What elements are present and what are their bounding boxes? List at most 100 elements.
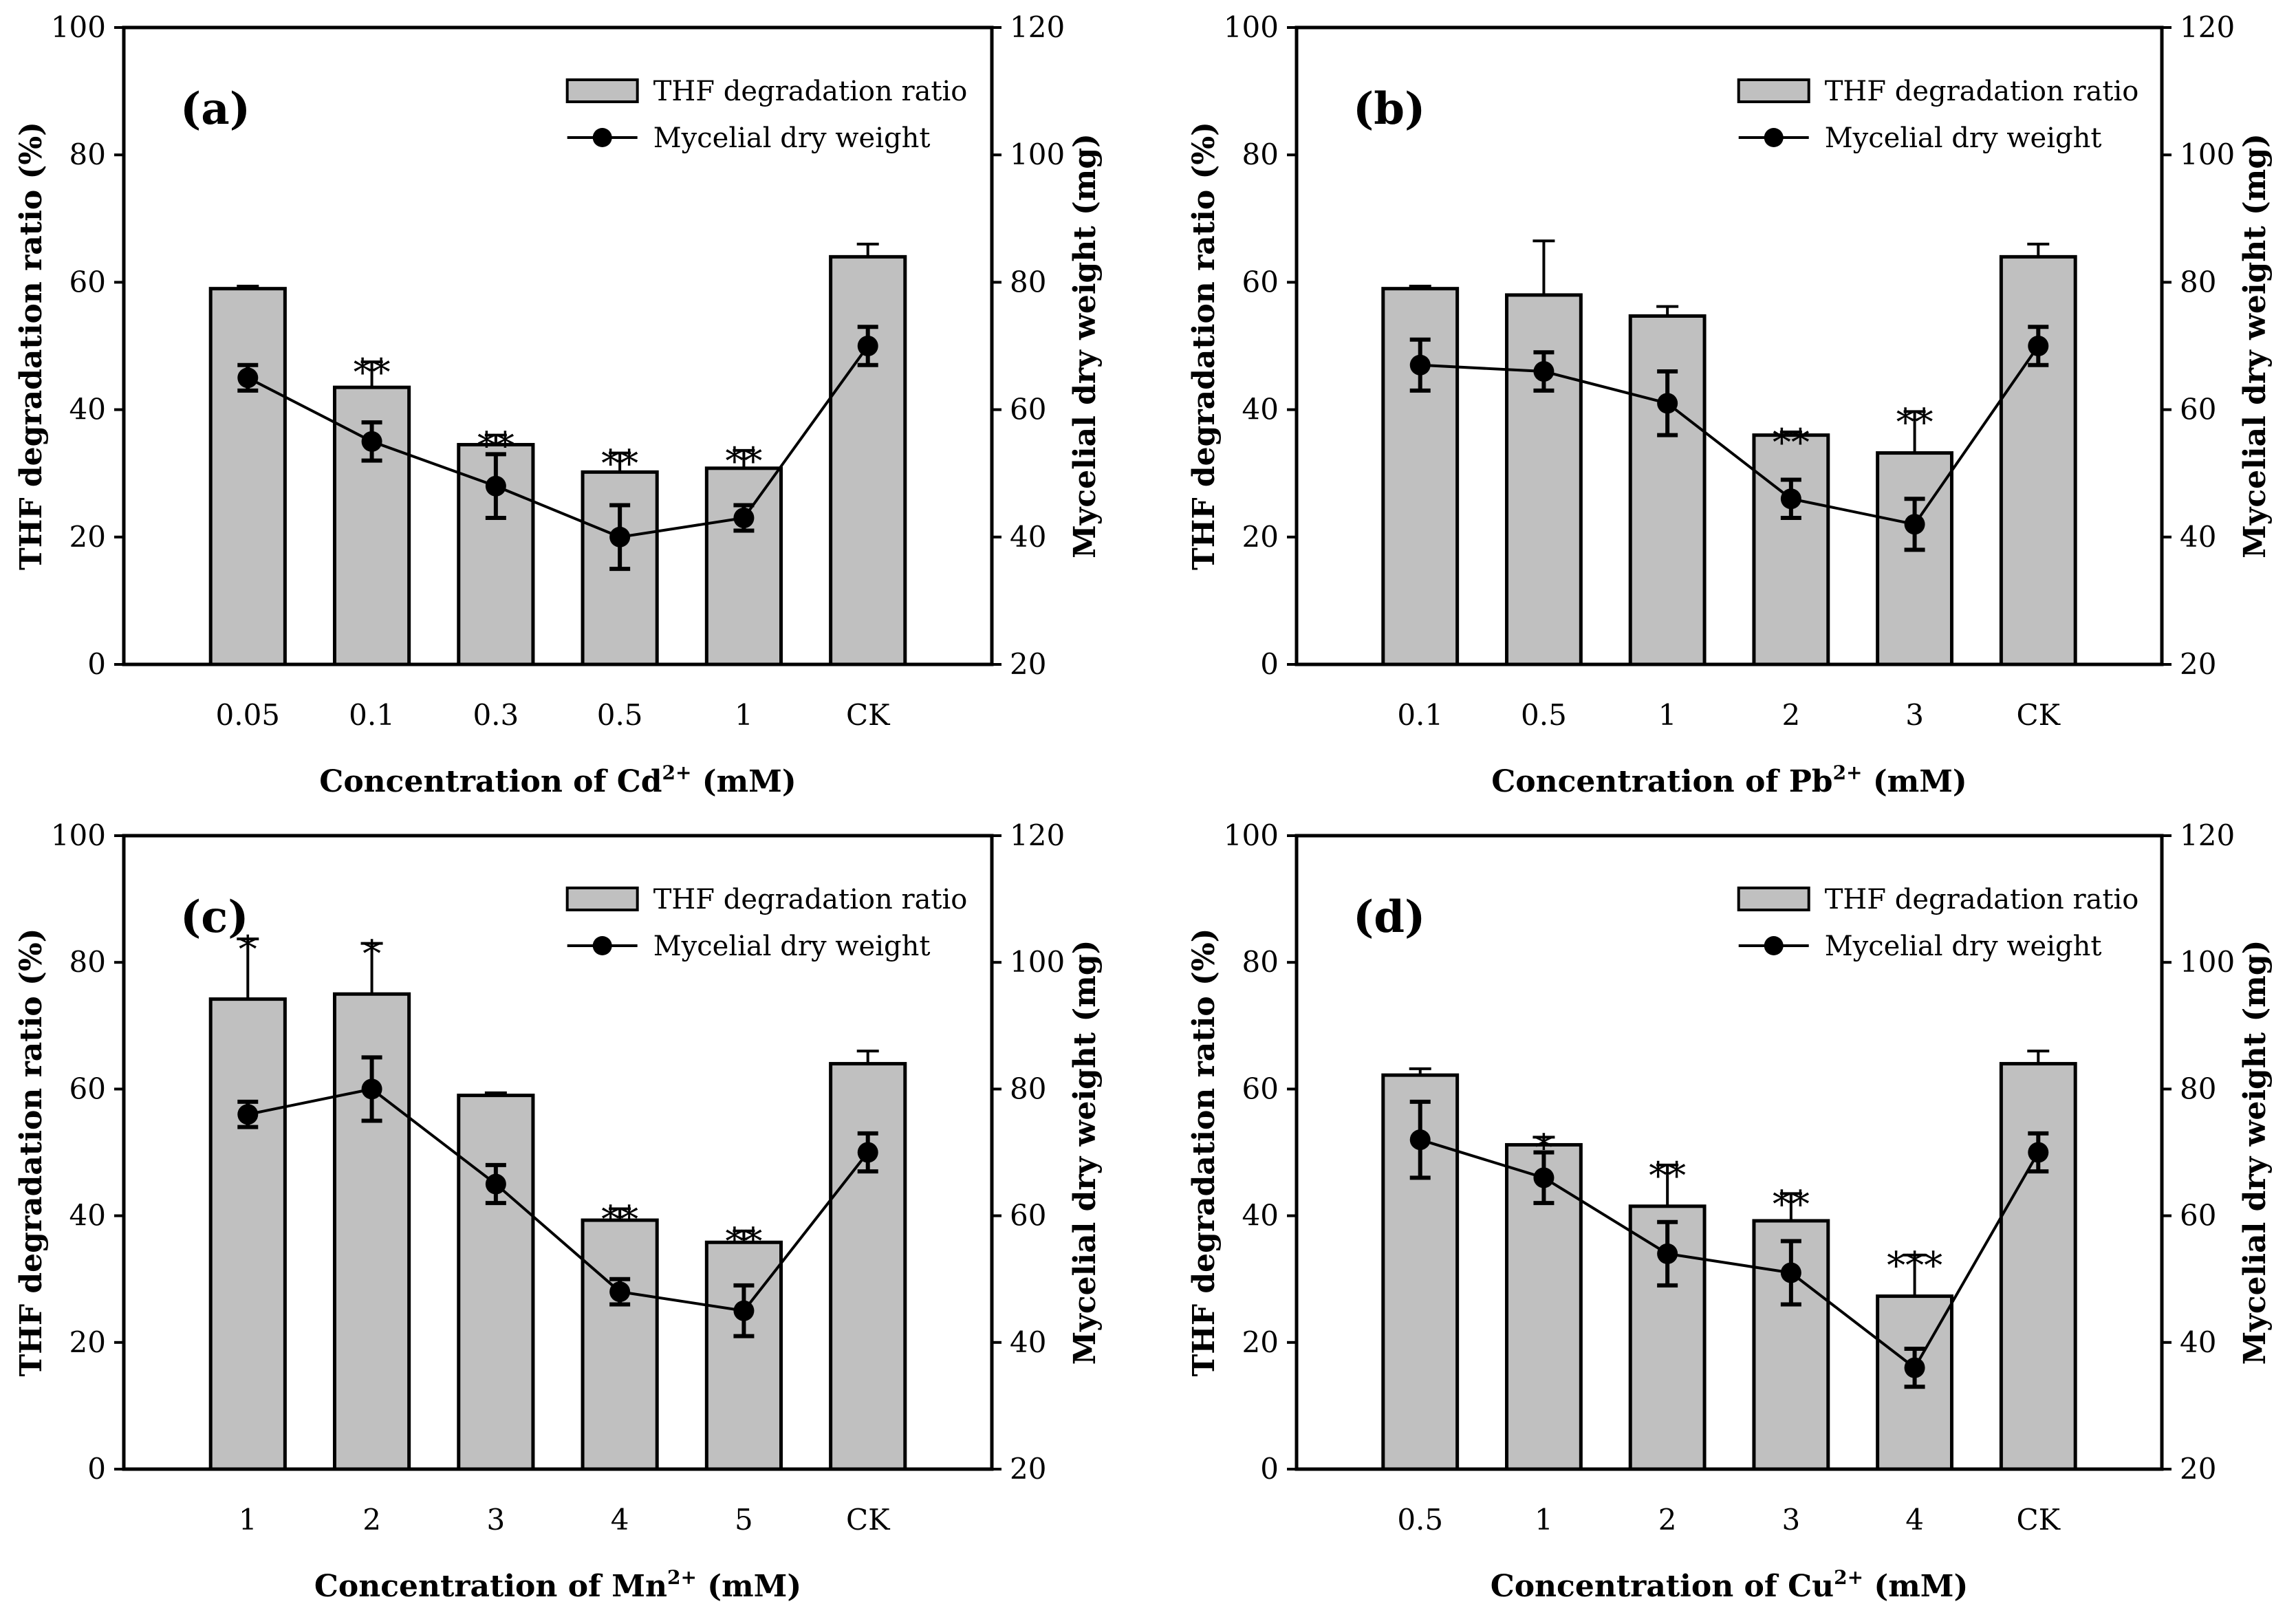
data-point — [361, 1078, 382, 1100]
significance-mark: ** — [354, 351, 391, 394]
y-tick-label: 60 — [69, 1072, 106, 1105]
y2-tick-label: 60 — [2180, 393, 2216, 426]
y2-tick-label: 100 — [1010, 945, 1065, 979]
panel-label: (d) — [1353, 891, 1425, 943]
legend-bar-swatch — [565, 78, 639, 103]
x-axis-title: Concentration of Cd2+ (mM) — [319, 761, 796, 799]
data-point — [1904, 514, 1925, 535]
legend-line-label: Mycelial dry weight — [1825, 931, 2102, 962]
series-line — [247, 1087, 869, 1312]
legend-line-marker — [1764, 128, 1784, 147]
legend-bar-label: THF degradation ratio — [653, 884, 968, 915]
x-tick-label: 3 — [1781, 1503, 1800, 1537]
y-tick-label: 40 — [69, 1199, 106, 1233]
bar — [704, 466, 783, 666]
data-point — [1409, 1129, 1431, 1151]
x-axis-title-prefix: Concentration of — [1491, 1569, 1788, 1604]
panel-label: (b) — [1353, 83, 1425, 135]
significance-mark: ** — [601, 442, 638, 486]
y-tick-label: 0 — [87, 647, 106, 681]
x-tick-label: CK — [846, 1503, 891, 1537]
y2-tick-label: 120 — [2180, 818, 2235, 852]
y-tick-label: 100 — [1224, 10, 1279, 44]
y2-tick-label: 20 — [1010, 647, 1046, 681]
data-point — [857, 1142, 878, 1163]
data-point — [1780, 488, 1801, 510]
y-tick-label: 20 — [69, 520, 106, 554]
legend-bar-swatch — [1737, 887, 1810, 911]
data-point — [2028, 1142, 2049, 1163]
x-tick-label: 2 — [362, 1503, 381, 1537]
y2-axis-title: Mycelial dry weight (mg) — [2238, 133, 2273, 558]
x-tick-label: 0.1 — [1397, 698, 1443, 732]
x-axis-title: Concentration of Cu2+ (mM) — [1491, 1566, 1969, 1604]
x-axis-title-prefix: Concentration of — [319, 764, 616, 799]
data-point — [485, 1173, 506, 1195]
x-axis-title-ion: Mn — [611, 1569, 667, 1604]
y2-tick-label: 60 — [1010, 1199, 1046, 1233]
legend-line-label: Mycelial dry weight — [653, 931, 931, 962]
y-tick-label: 20 — [1242, 1325, 1279, 1359]
legend-line-marker — [592, 936, 612, 955]
panel-label: (c) — [180, 891, 249, 943]
y-tick-label: 40 — [69, 393, 106, 426]
y2-tick-label: 40 — [2180, 520, 2216, 554]
data-point — [485, 475, 506, 497]
y-tick-label: 80 — [69, 138, 106, 171]
y2-axis-title: Mycelial dry weight (mg) — [1068, 133, 1103, 558]
x-tick-label: CK — [846, 698, 891, 732]
y-tick-label: 60 — [1242, 1072, 1279, 1105]
significance-mark: ** — [1773, 421, 1810, 464]
plot-frame — [122, 834, 994, 1471]
y2-tick-label: 100 — [2180, 945, 2235, 979]
y2-tick-label: 20 — [1010, 1452, 1046, 1486]
x-axis-title-charge: 2+ — [667, 1566, 697, 1589]
y-axis-title: THF degradation ratio (%) — [14, 929, 49, 1377]
y-tick-label: 100 — [51, 10, 106, 44]
bar — [1752, 433, 1830, 666]
x-axis-title-charge: 2+ — [1834, 1566, 1863, 1589]
data-point — [1657, 1243, 1678, 1264]
panel-d: 0 20 40 60 80 100 20 40 60 80 100 120 THF degradatio… — [1187, 818, 2273, 1604]
significance-mark: * — [239, 928, 257, 971]
y-tick-label: 0 — [1260, 647, 1279, 681]
y-axis-title: THF degradation ratio (%) — [14, 122, 49, 570]
y-tick-label: 100 — [51, 818, 106, 852]
panel-a: 0 20 40 60 80 100 20 40 60 80 100 120 THF degradatio… — [14, 10, 1103, 799]
y-tick-label: 20 — [1242, 520, 1279, 554]
legend-bar-swatch — [1737, 78, 1810, 103]
y-tick-label: 20 — [69, 1325, 106, 1359]
data-point — [1780, 1262, 1801, 1283]
x-axis-title-ion: Pb — [1789, 764, 1833, 799]
x-tick-label: CK — [2017, 1503, 2061, 1537]
y2-tick-label: 120 — [1010, 10, 1065, 44]
x-tick-label: 4 — [1905, 1503, 1924, 1537]
bar — [208, 287, 287, 666]
y2-tick-label: 80 — [2180, 265, 2216, 299]
legend-line-label: Mycelial dry weight — [653, 122, 931, 154]
x-tick-label: 0.3 — [473, 698, 519, 732]
bar — [208, 997, 287, 1471]
x-axis-title: Concentration of Pb2+ (mM) — [1491, 761, 1967, 799]
x-tick-label: 3 — [1905, 698, 1924, 732]
x-tick-label: 3 — [486, 1503, 505, 1537]
series-line — [1420, 1138, 2040, 1370]
y-tick-label: 80 — [1242, 945, 1279, 979]
data-point — [1657, 393, 1678, 414]
y2-tick-label: 20 — [2180, 1452, 2216, 1486]
bar — [829, 1062, 907, 1471]
y2-tick-label: 40 — [1010, 1325, 1046, 1359]
panel-label: (a) — [180, 83, 250, 135]
data-point — [733, 508, 755, 529]
y-axis-title: THF degradation ratio (%) — [1187, 122, 1222, 570]
x-axis-title-charge: 2+ — [662, 761, 692, 784]
y2-tick-label: 40 — [1010, 520, 1046, 554]
x-axis-title-suffix: (mM) — [691, 764, 796, 799]
y2-tick-label: 20 — [2180, 647, 2216, 681]
x-tick-label: 2 — [1781, 698, 1800, 732]
data-point — [361, 431, 382, 452]
x-tick-label: 2 — [1658, 1503, 1677, 1537]
x-tick-label: 0.05 — [216, 698, 281, 732]
x-tick-label: 1 — [735, 698, 753, 732]
y2-axis-title: Mycelial dry weight (mg) — [1068, 940, 1103, 1365]
